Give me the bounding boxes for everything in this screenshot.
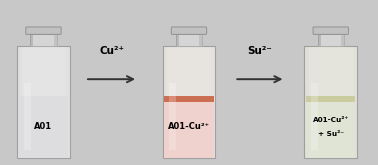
Bar <box>24 83 31 150</box>
Text: Cu²⁺: Cu²⁺ <box>99 46 124 56</box>
Bar <box>169 83 176 150</box>
FancyBboxPatch shape <box>26 27 61 34</box>
FancyBboxPatch shape <box>171 27 207 34</box>
Bar <box>304 46 357 158</box>
Bar <box>54 34 57 46</box>
Bar <box>17 46 70 158</box>
Bar <box>65 46 70 158</box>
Bar <box>17 46 22 158</box>
Bar <box>318 34 321 46</box>
Bar <box>164 96 214 102</box>
Bar <box>306 96 355 102</box>
Text: + Su²⁻: + Su²⁻ <box>318 131 344 137</box>
Text: Su²⁻: Su²⁻ <box>248 46 272 56</box>
Text: A01-Cu²⁺: A01-Cu²⁺ <box>168 122 210 132</box>
Text: A01-Cu²⁺: A01-Cu²⁺ <box>313 117 349 123</box>
Bar <box>199 34 202 46</box>
Bar <box>19 96 68 158</box>
Bar <box>318 34 344 46</box>
Bar <box>306 96 355 158</box>
Bar <box>304 46 309 158</box>
Bar <box>30 34 33 46</box>
Text: A01: A01 <box>34 122 53 132</box>
Bar <box>311 83 318 150</box>
Bar <box>30 34 57 46</box>
Bar <box>164 96 214 158</box>
FancyBboxPatch shape <box>313 27 349 34</box>
Bar <box>163 46 215 158</box>
Bar <box>163 46 167 158</box>
Bar <box>211 46 215 158</box>
Bar <box>176 34 179 46</box>
Bar <box>176 34 202 46</box>
Bar <box>353 46 357 158</box>
Bar <box>341 34 344 46</box>
